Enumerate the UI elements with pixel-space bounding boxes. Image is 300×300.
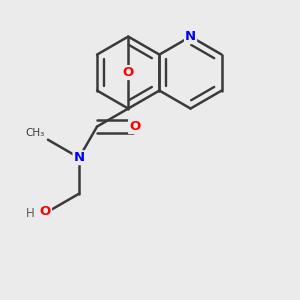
Text: O: O [40, 205, 51, 218]
Text: CH₃: CH₃ [26, 128, 45, 138]
Text: N: N [74, 151, 85, 164]
Text: O: O [123, 66, 134, 79]
Text: H: H [26, 207, 35, 220]
Text: O: O [129, 120, 140, 133]
Text: N: N [185, 30, 196, 43]
